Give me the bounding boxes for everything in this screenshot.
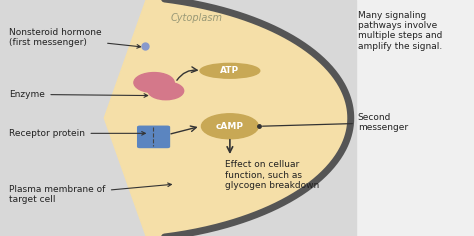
Text: Many signaling
pathways involve
multiple steps and
amplify the signal.: Many signaling pathways involve multiple… (358, 11, 442, 51)
Text: Nonsteroid hormone
(first messenger): Nonsteroid hormone (first messenger) (9, 28, 141, 48)
Ellipse shape (148, 82, 184, 100)
FancyBboxPatch shape (137, 126, 170, 148)
Ellipse shape (200, 63, 260, 78)
Text: Receptor protein: Receptor protein (9, 129, 146, 138)
Bar (0, 0, 356, 236)
Text: Effect on celluar
function, such as
glycogen breakdown: Effect on celluar function, such as glyc… (225, 160, 319, 190)
Ellipse shape (201, 114, 258, 139)
Text: Cytoplasm: Cytoplasm (171, 13, 223, 23)
Polygon shape (203, 64, 256, 77)
Text: cAMP: cAMP (216, 122, 244, 131)
Text: Plasma membrane of
target cell: Plasma membrane of target cell (9, 183, 172, 204)
Text: Second
messenger: Second messenger (263, 113, 408, 132)
Text: ATP: ATP (220, 66, 239, 75)
Ellipse shape (134, 73, 174, 93)
Ellipse shape (147, 80, 175, 93)
Polygon shape (104, 0, 351, 236)
Text: Enzyme: Enzyme (9, 90, 148, 99)
